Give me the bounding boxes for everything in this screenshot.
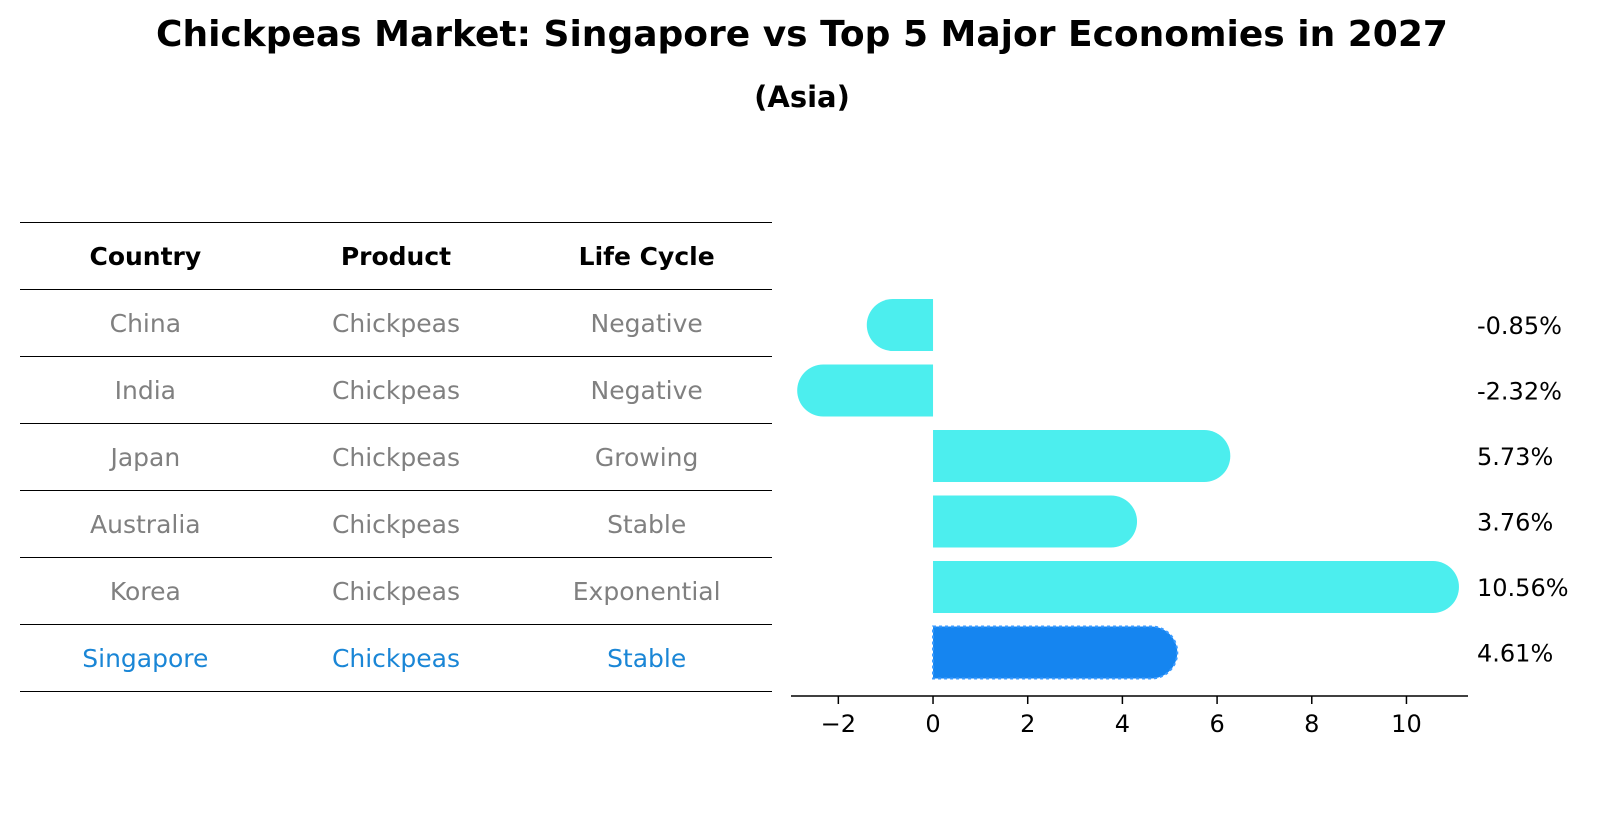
- value-label: -0.85%: [1477, 312, 1562, 340]
- cell-product: Chickpeas: [270, 557, 522, 625]
- cell-product: Chickpeas: [270, 624, 522, 692]
- cell-life-cycle: Stable: [521, 490, 772, 558]
- table-row: Australia Chickpeas Stable: [20, 490, 772, 558]
- value-label: -2.32%: [1477, 378, 1562, 406]
- x-axis: −2 0 2 4 6 8 10: [791, 695, 1468, 738]
- cell-life-cycle: Negative: [521, 356, 772, 424]
- table-row: Korea Chickpeas Exponential: [20, 557, 772, 625]
- cell-country: Japan: [20, 423, 271, 491]
- column-header-country: Country: [20, 222, 271, 290]
- bar-korea: [933, 561, 1459, 613]
- bar-india: [797, 364, 934, 417]
- cell-country: India: [20, 356, 271, 424]
- x-tick-label: 2: [1020, 710, 1035, 738]
- table-header-row: Country Product Life Cycle: [20, 222, 772, 290]
- cell-life-cycle: Growing: [521, 423, 772, 491]
- cell-product: Chickpeas: [270, 356, 522, 424]
- bar-singapore: [932, 625, 1179, 680]
- value-label: 10.56%: [1477, 574, 1569, 602]
- bar-australia: [933, 495, 1138, 548]
- bar-china: [866, 299, 934, 351]
- value-label: 4.61%: [1477, 640, 1553, 668]
- cell-life-cycle: Negative: [521, 289, 772, 357]
- cell-country: China: [20, 289, 271, 357]
- column-header-product: Product: [270, 222, 522, 290]
- cell-country: Australia: [20, 490, 271, 558]
- x-tick-label: 6: [1209, 710, 1224, 738]
- x-tick-label: 4: [1115, 710, 1130, 738]
- cell-country: Korea: [20, 557, 271, 625]
- cell-life-cycle: Stable: [521, 624, 772, 692]
- value-label: 3.76%: [1477, 509, 1553, 537]
- x-tick-label: −2: [821, 710, 856, 738]
- cell-life-cycle: Exponential: [521, 557, 772, 625]
- cell-product: Chickpeas: [270, 490, 522, 558]
- chart-title: Chickpeas Market: Singapore vs Top 5 Maj…: [156, 14, 1448, 55]
- x-tick-label: 10: [1391, 710, 1422, 738]
- value-labels: -0.85% -2.32% 5.73% 3.76% 10.56% 4.61%: [1477, 312, 1569, 668]
- x-tick-label: 0: [925, 710, 940, 738]
- table-row: China Chickpeas Negative: [20, 289, 772, 357]
- table-row: India Chickpeas Negative: [20, 356, 772, 424]
- cell-country: Singapore: [20, 624, 271, 692]
- chart-subtitle: (Asia): [754, 80, 850, 114]
- table-row-highlighted: Singapore Chickpeas Stable: [20, 624, 772, 692]
- bar-japan: [933, 430, 1231, 482]
- value-label: 5.73%: [1477, 443, 1553, 471]
- bar-series: [797, 299, 1459, 680]
- x-tick-label: 8: [1304, 710, 1319, 738]
- data-table: Country Product Life Cycle China Chickpe…: [20, 222, 772, 692]
- cell-product: Chickpeas: [270, 423, 522, 491]
- table-row: Japan Chickpeas Growing: [20, 423, 772, 491]
- column-header-life-cycle: Life Cycle: [521, 222, 772, 290]
- cell-product: Chickpeas: [270, 289, 522, 357]
